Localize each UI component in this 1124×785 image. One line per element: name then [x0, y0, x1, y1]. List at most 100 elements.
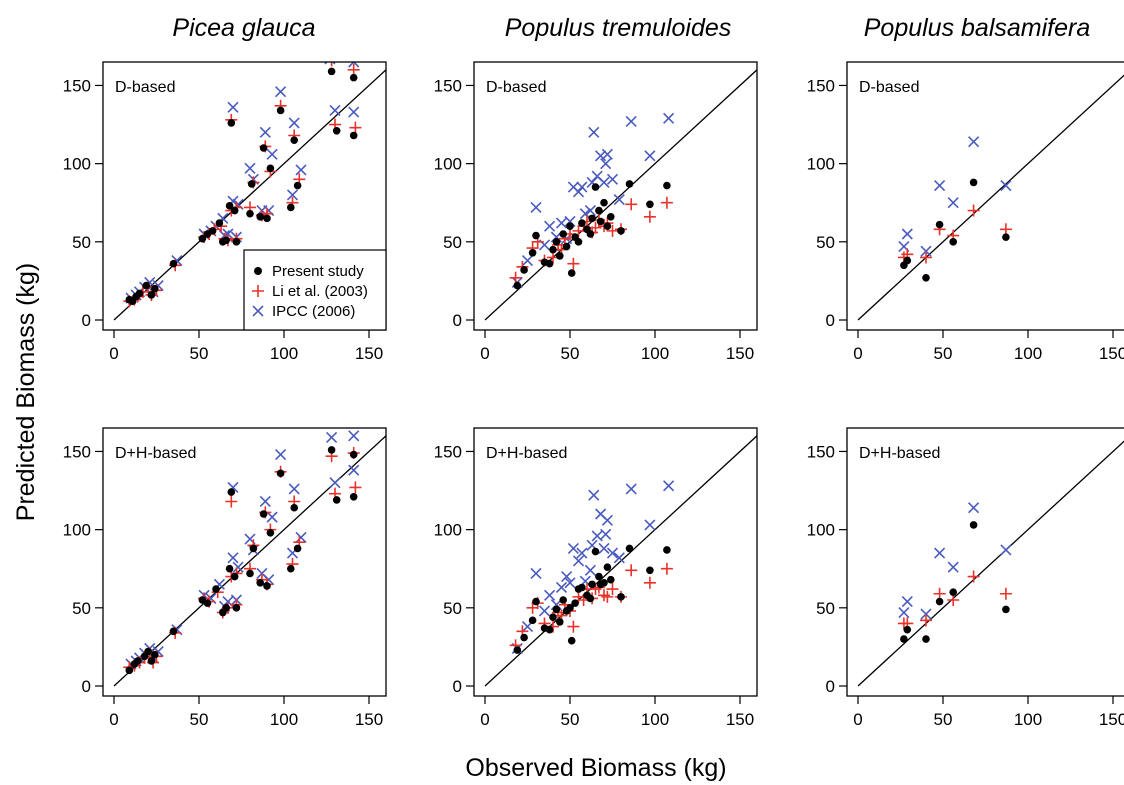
y-axis-title: Predicted Biomass (kg): [12, 263, 40, 521]
point-present-study: [293, 544, 302, 553]
x-tick-label: 0: [109, 710, 118, 729]
point-present-study: [559, 596, 567, 604]
point-present-study: [290, 136, 299, 144]
point-ipcc-2006: [326, 431, 338, 443]
point-li-2003: [606, 224, 619, 237]
point-present-study: [595, 572, 603, 581]
point-li-2003: [660, 196, 673, 209]
panel-label: D+H-based: [486, 445, 567, 462]
point-li-2003: [625, 564, 638, 577]
point-li-2003: [347, 63, 360, 76]
point-ipcc-2006: [901, 595, 913, 608]
point-present-study: [646, 566, 654, 575]
point-present-study: [232, 238, 241, 246]
x-tick-label: 50: [934, 344, 953, 363]
x-tick-label: 100: [270, 710, 298, 729]
y-tick-label: 50: [816, 599, 835, 618]
point-ipcc-2006: [295, 531, 307, 544]
point-ipcc-2006: [564, 577, 576, 589]
point-ipcc-2006: [920, 608, 932, 620]
one-to-one-line: [857, 74, 1124, 321]
point-ipcc-2006: [266, 511, 278, 523]
point-ipcc-2006: [644, 519, 656, 531]
y-tick-label: 100: [63, 521, 91, 540]
point-present-study: [263, 582, 271, 590]
point-present-study: [574, 238, 583, 246]
point-present-study: [603, 222, 612, 230]
y-tick-label: 0: [82, 677, 91, 696]
panel-label: D-based: [115, 79, 175, 96]
legend: Present study Li et al. (2003) IPCC (200…: [243, 249, 387, 331]
point-ipcc-2006: [601, 514, 613, 526]
point-ipcc-2006: [901, 228, 913, 240]
point-present-study: [571, 599, 579, 607]
point-ipcc-2006: [530, 201, 542, 213]
y-tick-label: 100: [807, 155, 835, 174]
point-ipcc-2006: [232, 561, 244, 573]
point-present-study: [578, 219, 586, 227]
point-ipcc-2006: [329, 104, 341, 117]
x-tick-label: 150: [1099, 344, 1124, 363]
point-ipcc-2006: [288, 483, 300, 495]
point-present-study: [169, 627, 178, 636]
panel-tremuloides-dh: D+H-based 0 50 100 150 0 50 100 150: [434, 427, 758, 729]
point-present-study: [559, 230, 567, 238]
point-present-study: [263, 214, 271, 223]
point-present-study: [327, 446, 336, 454]
one-to-one-line: [484, 434, 757, 687]
point-present-study: [586, 594, 595, 603]
point-li-2003: [589, 221, 602, 234]
y-tick-label: 150: [807, 442, 835, 461]
panel-picea-dh: D+H-based 0 50 100 150 0 50 100 150: [63, 427, 387, 729]
point-ipcc-2006: [572, 555, 585, 567]
point-present-study: [246, 569, 254, 578]
column-title-populus-balsamifera: Populus balsamifera: [864, 14, 1091, 42]
point-ipcc-2006: [625, 483, 637, 495]
point-present-study: [232, 604, 241, 612]
point-present-study: [135, 289, 144, 298]
point-li-2003: [999, 223, 1012, 236]
point-present-study: [332, 496, 341, 504]
x-tick-label: 0: [480, 344, 489, 363]
point-present-study: [266, 528, 275, 537]
point-present-study: [556, 618, 564, 626]
marker-group: [897, 136, 1012, 282]
x-tick-label: 100: [1014, 710, 1042, 729]
y-tick-label: 100: [434, 521, 462, 540]
y-tick-label: 0: [453, 311, 462, 330]
point-ipcc-2006: [244, 162, 256, 174]
point-ipcc-2006: [600, 528, 612, 540]
point-li-2003: [660, 562, 673, 575]
point-present-study: [528, 616, 537, 625]
point-present-study: [578, 583, 586, 592]
point-ipcc-2006: [920, 245, 932, 257]
point-present-study: [567, 269, 576, 277]
point-ipcc-2006: [259, 495, 271, 508]
legend-label-ipcc-2006: IPCC (2006): [272, 303, 355, 320]
x-tick-label: 0: [480, 710, 489, 729]
y-tick-label: 150: [63, 76, 91, 95]
point-present-study: [646, 200, 654, 209]
point-present-study: [567, 636, 576, 645]
point-li-2003: [330, 62, 333, 67]
point-present-study: [259, 144, 268, 152]
point-present-study: [949, 588, 957, 596]
point-present-study: [532, 597, 540, 606]
point-li-2003: [625, 198, 638, 211]
point-present-study: [169, 259, 178, 268]
point-present-study: [513, 281, 522, 290]
panel-label: D+H-based: [859, 445, 940, 462]
point-ipcc-2006: [898, 606, 910, 619]
point-present-study: [276, 469, 285, 478]
point-ipcc-2006: [530, 567, 542, 579]
point-ipcc-2006: [286, 189, 299, 201]
point-ipcc-2006: [275, 449, 287, 461]
point-present-study: [625, 180, 634, 188]
point-present-study: [562, 242, 571, 251]
point-present-study: [227, 119, 236, 127]
y-tick-label: 0: [453, 677, 462, 696]
point-present-study: [222, 604, 230, 612]
y-tick-label: 0: [826, 311, 835, 330]
legend-label-li-2003: Li et al. (2003): [272, 283, 368, 300]
point-ipcc-2006: [947, 561, 959, 573]
